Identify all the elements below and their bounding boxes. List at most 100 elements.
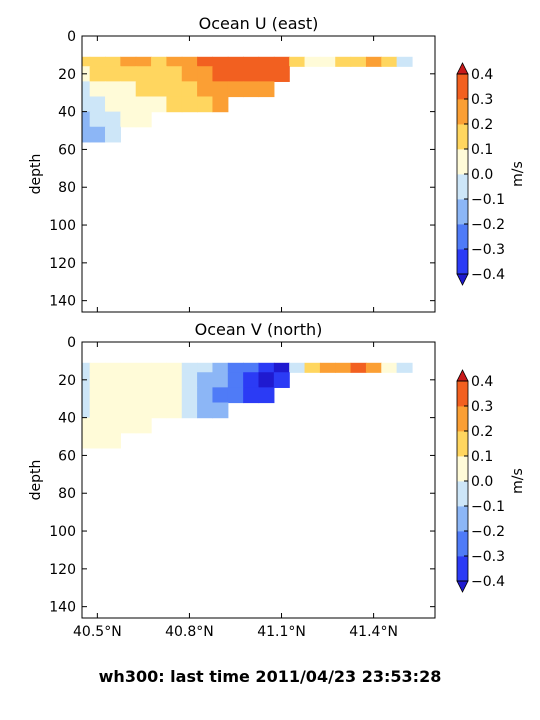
contour-cell (258, 372, 275, 388)
y-tick-label: 60 (58, 448, 76, 464)
contour-cell (89, 372, 106, 388)
contour-cell (243, 362, 260, 373)
contour-cell (135, 81, 152, 98)
colorbar-segment (457, 124, 468, 150)
colorbar-tick-label: 0.0 (471, 167, 493, 183)
contour-cell (135, 56, 152, 67)
colorbar-extend-high (456, 369, 469, 382)
contour-cell (289, 362, 306, 373)
contour-cell (82, 402, 91, 419)
colorbar-tick-label: 0.4 (471, 67, 493, 83)
contour-cell (105, 111, 121, 128)
colorbar-tick-label: −0.3 (471, 549, 505, 565)
contour-cell (243, 387, 260, 404)
contour-cell (243, 81, 260, 98)
colorbar-segment (457, 224, 468, 250)
colorbar: 0.4 0.3 0.2 0.1 0.0 −0.1 −0.2 −0.3 −0.4 m/s (456, 62, 526, 286)
contour-cell (273, 362, 290, 373)
contour-cell (89, 402, 106, 419)
contour-cell (197, 56, 214, 67)
contour-cell (365, 56, 382, 67)
contour-cell (151, 402, 168, 419)
y-tick-label: 60 (58, 142, 76, 158)
contour-cell (89, 66, 106, 82)
contour-cell (273, 66, 290, 82)
y-tick-label: 120 (49, 562, 76, 578)
contour-cell (335, 56, 352, 67)
contour-cell (151, 387, 168, 404)
colorbar-extend-low (456, 580, 469, 593)
contour-cell (335, 362, 352, 373)
axes-frame (81, 341, 436, 619)
contour-cell (120, 372, 137, 388)
contour-cell (105, 417, 121, 434)
contour-cell (105, 432, 121, 449)
contour-cell (212, 96, 229, 113)
x-tick-label: 41.4°N (349, 624, 398, 640)
contour-fill (82, 56, 413, 143)
contour-cell (82, 362, 91, 373)
contour-cell (273, 56, 290, 67)
y-tick-label: 80 (58, 180, 76, 196)
contour-cell (197, 81, 214, 98)
colorbar-segment (457, 199, 468, 225)
contour-cell (243, 56, 260, 67)
colorbar-tick-label: 0.1 (471, 142, 493, 158)
contour-cell (258, 66, 275, 82)
y-tick-label: 140 (49, 294, 76, 310)
contour-cell (151, 56, 168, 67)
contour-cell (273, 372, 290, 388)
contour-cell (82, 126, 91, 143)
y-tick-label: 40 (58, 105, 76, 121)
contour-cell (89, 417, 106, 434)
contour-cell (212, 66, 229, 82)
colorbar-tick-label: 0.0 (471, 474, 493, 490)
contour-cell (258, 387, 275, 404)
contour-cell (258, 362, 275, 373)
chart-panel-2: Ocean V (north) 0 20 40 60 80 100 120 140 40.5°N 4… (28, 320, 526, 640)
chart-title: Ocean U (east) (199, 14, 319, 33)
contour-cell (227, 56, 244, 67)
y-tick-label: 100 (49, 218, 76, 234)
contour-cell (151, 372, 168, 388)
contour-cell (166, 66, 183, 82)
colorbar-segment (457, 381, 468, 407)
colorbar-tick-label: −0.2 (471, 217, 505, 233)
contour-cell (212, 362, 229, 373)
contour-cell (166, 96, 183, 113)
colorbar-extend-high (456, 62, 469, 75)
contour-cell (212, 56, 229, 67)
chart-title: Ocean V (north) (195, 320, 323, 339)
contour-cell (89, 362, 106, 373)
colorbar-tick-label: −0.4 (471, 574, 505, 590)
contour-cell (227, 81, 244, 98)
contour-cell (135, 96, 152, 113)
contour-cell (243, 372, 260, 388)
colorbar-segment (457, 74, 468, 100)
contour-cell (120, 56, 137, 67)
contour-cell (105, 387, 121, 404)
contour-cell (82, 432, 91, 449)
contour-cell (381, 56, 398, 67)
contour-cell (89, 387, 106, 404)
contour-cell (135, 111, 152, 128)
y-axis-label: depth (28, 460, 44, 501)
contour-cell (135, 417, 152, 434)
contour-cell (197, 372, 214, 388)
colorbar-tick-label: 0.1 (471, 449, 493, 465)
contour-cell (181, 96, 198, 113)
contour-cell (135, 66, 152, 82)
contour-cell (181, 387, 198, 404)
y-tick-label: 140 (49, 600, 76, 616)
contour-cell (105, 126, 121, 143)
colorbar-segment (457, 249, 468, 275)
contour-cell (197, 96, 214, 113)
contour-cell (319, 362, 336, 373)
colorbar-segment (457, 531, 468, 557)
colorbar-tick-label: −0.1 (471, 192, 505, 208)
axes-frame (81, 35, 436, 313)
contour-cell (350, 362, 367, 373)
colorbar-segment (457, 506, 468, 532)
contour-cell (89, 81, 106, 98)
y-tick-label: 100 (49, 524, 76, 540)
